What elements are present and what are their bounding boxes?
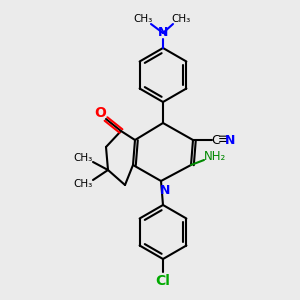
Text: CH₃: CH₃ <box>74 153 93 163</box>
Text: N: N <box>225 134 235 146</box>
Text: CH₃: CH₃ <box>74 179 93 189</box>
Text: N: N <box>160 184 170 196</box>
Text: O: O <box>94 106 106 120</box>
Text: NH₂: NH₂ <box>204 151 226 164</box>
Text: CH₃: CH₃ <box>134 14 153 24</box>
Text: Cl: Cl <box>156 274 170 288</box>
Text: C: C <box>212 134 220 146</box>
Text: CH₃: CH₃ <box>171 14 190 24</box>
Text: ≡: ≡ <box>218 134 228 146</box>
Text: N: N <box>158 26 168 40</box>
